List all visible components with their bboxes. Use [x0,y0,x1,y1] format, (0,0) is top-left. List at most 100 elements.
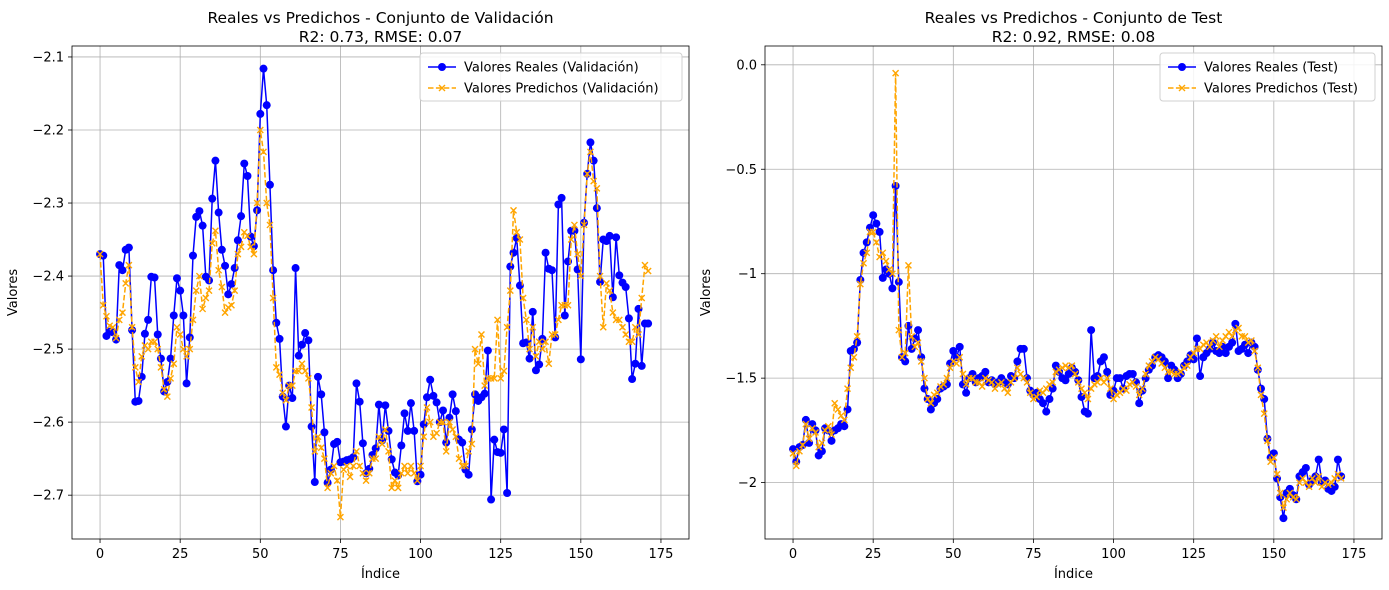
data-point [1099,353,1108,362]
data-point [593,184,601,192]
data-point [263,199,271,207]
data-point [198,221,207,230]
data-point [1087,326,1096,335]
data-point [294,351,303,360]
x-tick-label: 50 [252,547,269,562]
data-point [458,438,467,447]
data-point [1115,374,1124,383]
data-point [1023,378,1031,386]
data-point [330,462,338,470]
data-point [1126,380,1134,388]
data-point [314,433,322,441]
data-point [1221,349,1230,358]
data-point [1260,410,1268,418]
data-point [349,462,357,470]
data-point [282,396,290,404]
data-point [154,345,162,353]
data-point [115,316,123,324]
data-point [926,405,935,414]
data-point [888,270,896,278]
data-point [467,425,476,434]
data-point [1055,366,1063,374]
data-point [358,439,367,448]
data-point [869,211,878,220]
y-tick-label: −0.5 [725,163,757,178]
data-point [99,301,107,309]
data-point [596,277,605,286]
data-point [535,338,543,346]
data-point [426,418,434,426]
data-point [253,199,261,207]
data-point [1122,387,1130,395]
data-point [856,280,864,288]
data-point [962,388,971,397]
data-point [324,484,332,492]
data-point [493,316,501,324]
data-point [853,338,862,347]
data-point [824,422,832,430]
data-point [317,444,325,452]
data-point [1045,380,1053,388]
data-point [397,469,405,477]
data-point [1314,455,1323,464]
data-point [481,382,489,390]
data-point [1064,369,1073,378]
data-point [1033,393,1041,401]
data-point [1132,383,1140,390]
data-point [1206,343,1214,351]
data-point [281,422,290,431]
x-tick-label: 0 [789,547,797,562]
data-point [355,397,364,406]
data-point [805,438,814,447]
data-point [907,344,916,353]
data-point [224,303,232,311]
data-point [599,323,607,331]
x-tick-label: 125 [1181,547,1206,562]
data-point [557,193,566,202]
data-point [160,385,168,393]
data-point [1273,470,1281,478]
data-point [420,433,428,441]
data-point [468,440,476,448]
data-point [343,462,351,470]
legend: Valores Reales (Validación) Valores Predi… [419,52,683,102]
data-point [352,379,361,388]
data-point [1283,495,1291,503]
data-point [304,374,312,382]
data-point [1071,370,1079,378]
data-point [208,239,216,247]
data-point [1269,449,1278,458]
data-point [352,447,360,455]
data-point [638,294,646,302]
data-point [872,238,880,246]
y-axis-label: Valores [699,269,714,316]
data-point [602,279,610,287]
data-point [371,444,380,453]
data-point [863,249,871,257]
x-tick-label: 100 [1101,547,1126,562]
data-point [641,261,649,269]
data-point [583,170,591,178]
data-point [879,249,887,257]
data-point [590,177,598,185]
data-point [849,344,858,353]
data-point [185,333,194,342]
data-point [404,469,412,477]
data-point [844,385,852,393]
data-point [532,352,540,360]
y-axis-label: Valores [6,269,21,316]
data-point [596,272,604,280]
data-point [1068,362,1076,370]
data-point [1279,514,1288,523]
data-point [125,261,133,269]
data-point [297,340,306,349]
data-point [621,283,630,292]
data-point [1113,391,1121,399]
x-tick-label: 75 [1025,547,1042,562]
data-point [605,231,614,240]
data-point [1257,391,1265,399]
data-point [385,447,393,455]
data-point [497,374,505,382]
data-point [1231,326,1239,334]
data-point [461,462,469,470]
